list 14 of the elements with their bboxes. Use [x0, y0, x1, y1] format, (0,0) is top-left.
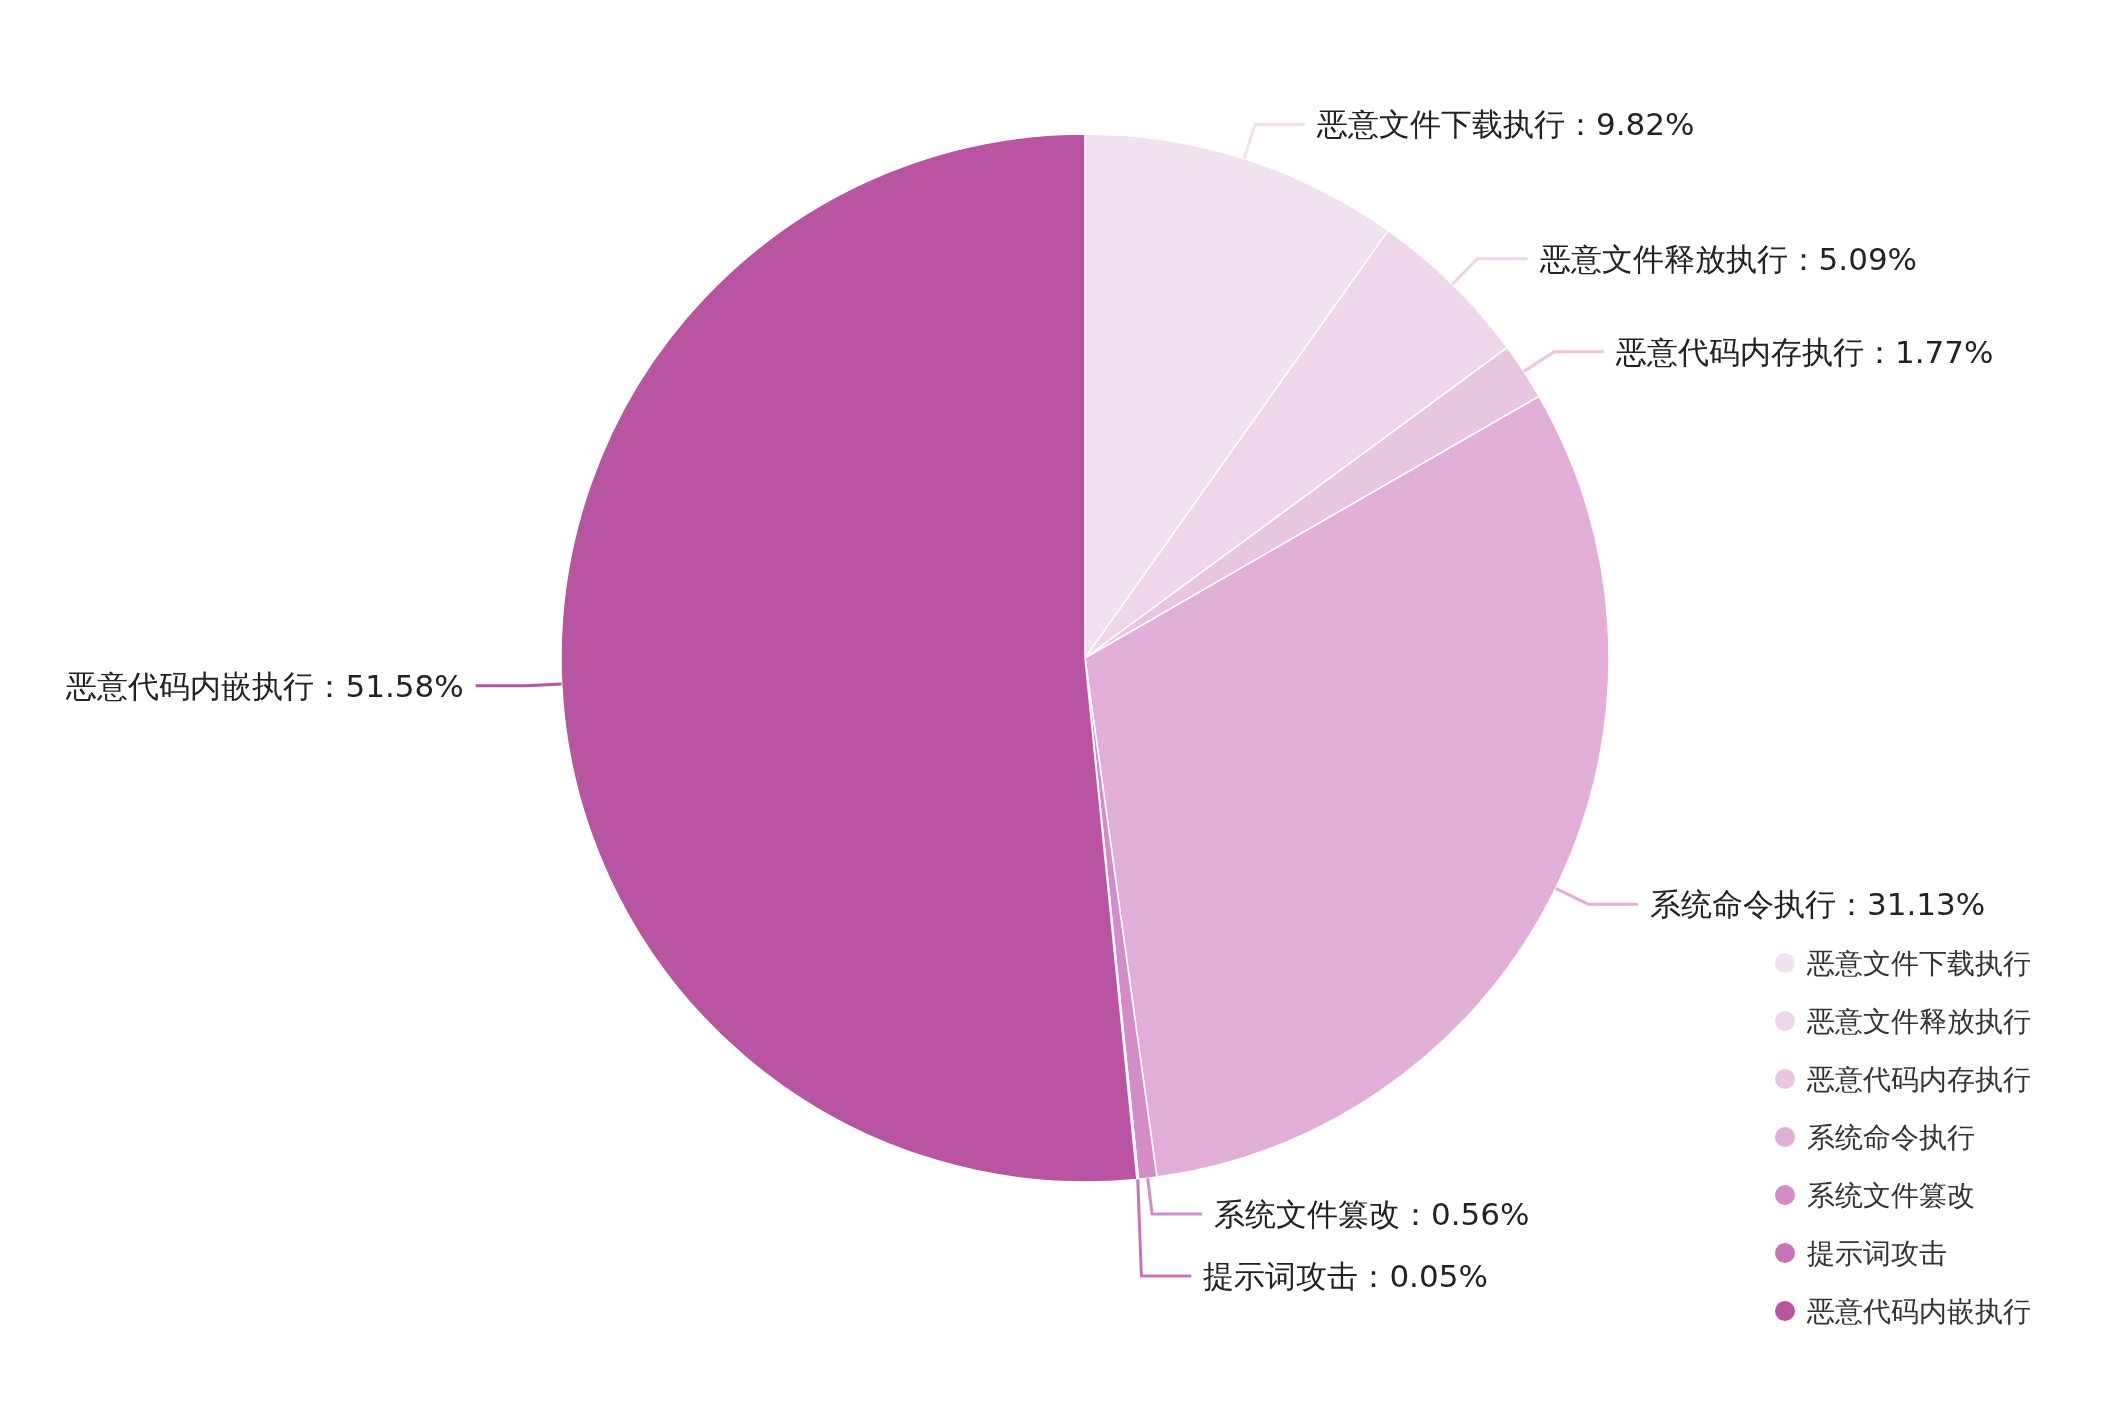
data-label: 恶意文件释放执行：5.09% [1538, 240, 1918, 277]
legend-label: 提示词攻击 [1807, 1236, 1947, 1270]
legend-label: 恶意文件释放执行 [1806, 1004, 2031, 1038]
data-label: 提示词攻击：0.05% [1203, 1257, 1488, 1294]
data-label: 恶意代码内嵌执行：51.58% [65, 667, 464, 704]
legend-label: 恶意代码内嵌执行 [1806, 1294, 2031, 1328]
legend-label: 恶意文件下载执行 [1806, 946, 2031, 980]
data-label: 恶意文件下载执行：9.82% [1316, 106, 1695, 143]
legend-label: 恶意代码内存执行 [1806, 1062, 2031, 1096]
legend-label: 系统命令执行 [1807, 1120, 1975, 1154]
legend-label: 系统文件篡改 [1807, 1178, 1975, 1212]
data-label: 系统文件篡改：0.56% [1214, 1195, 1530, 1232]
data-label: 系统命令执行：31.13% [1649, 886, 1986, 923]
data-label: 恶意代码内存执行：1.77% [1614, 333, 1994, 370]
